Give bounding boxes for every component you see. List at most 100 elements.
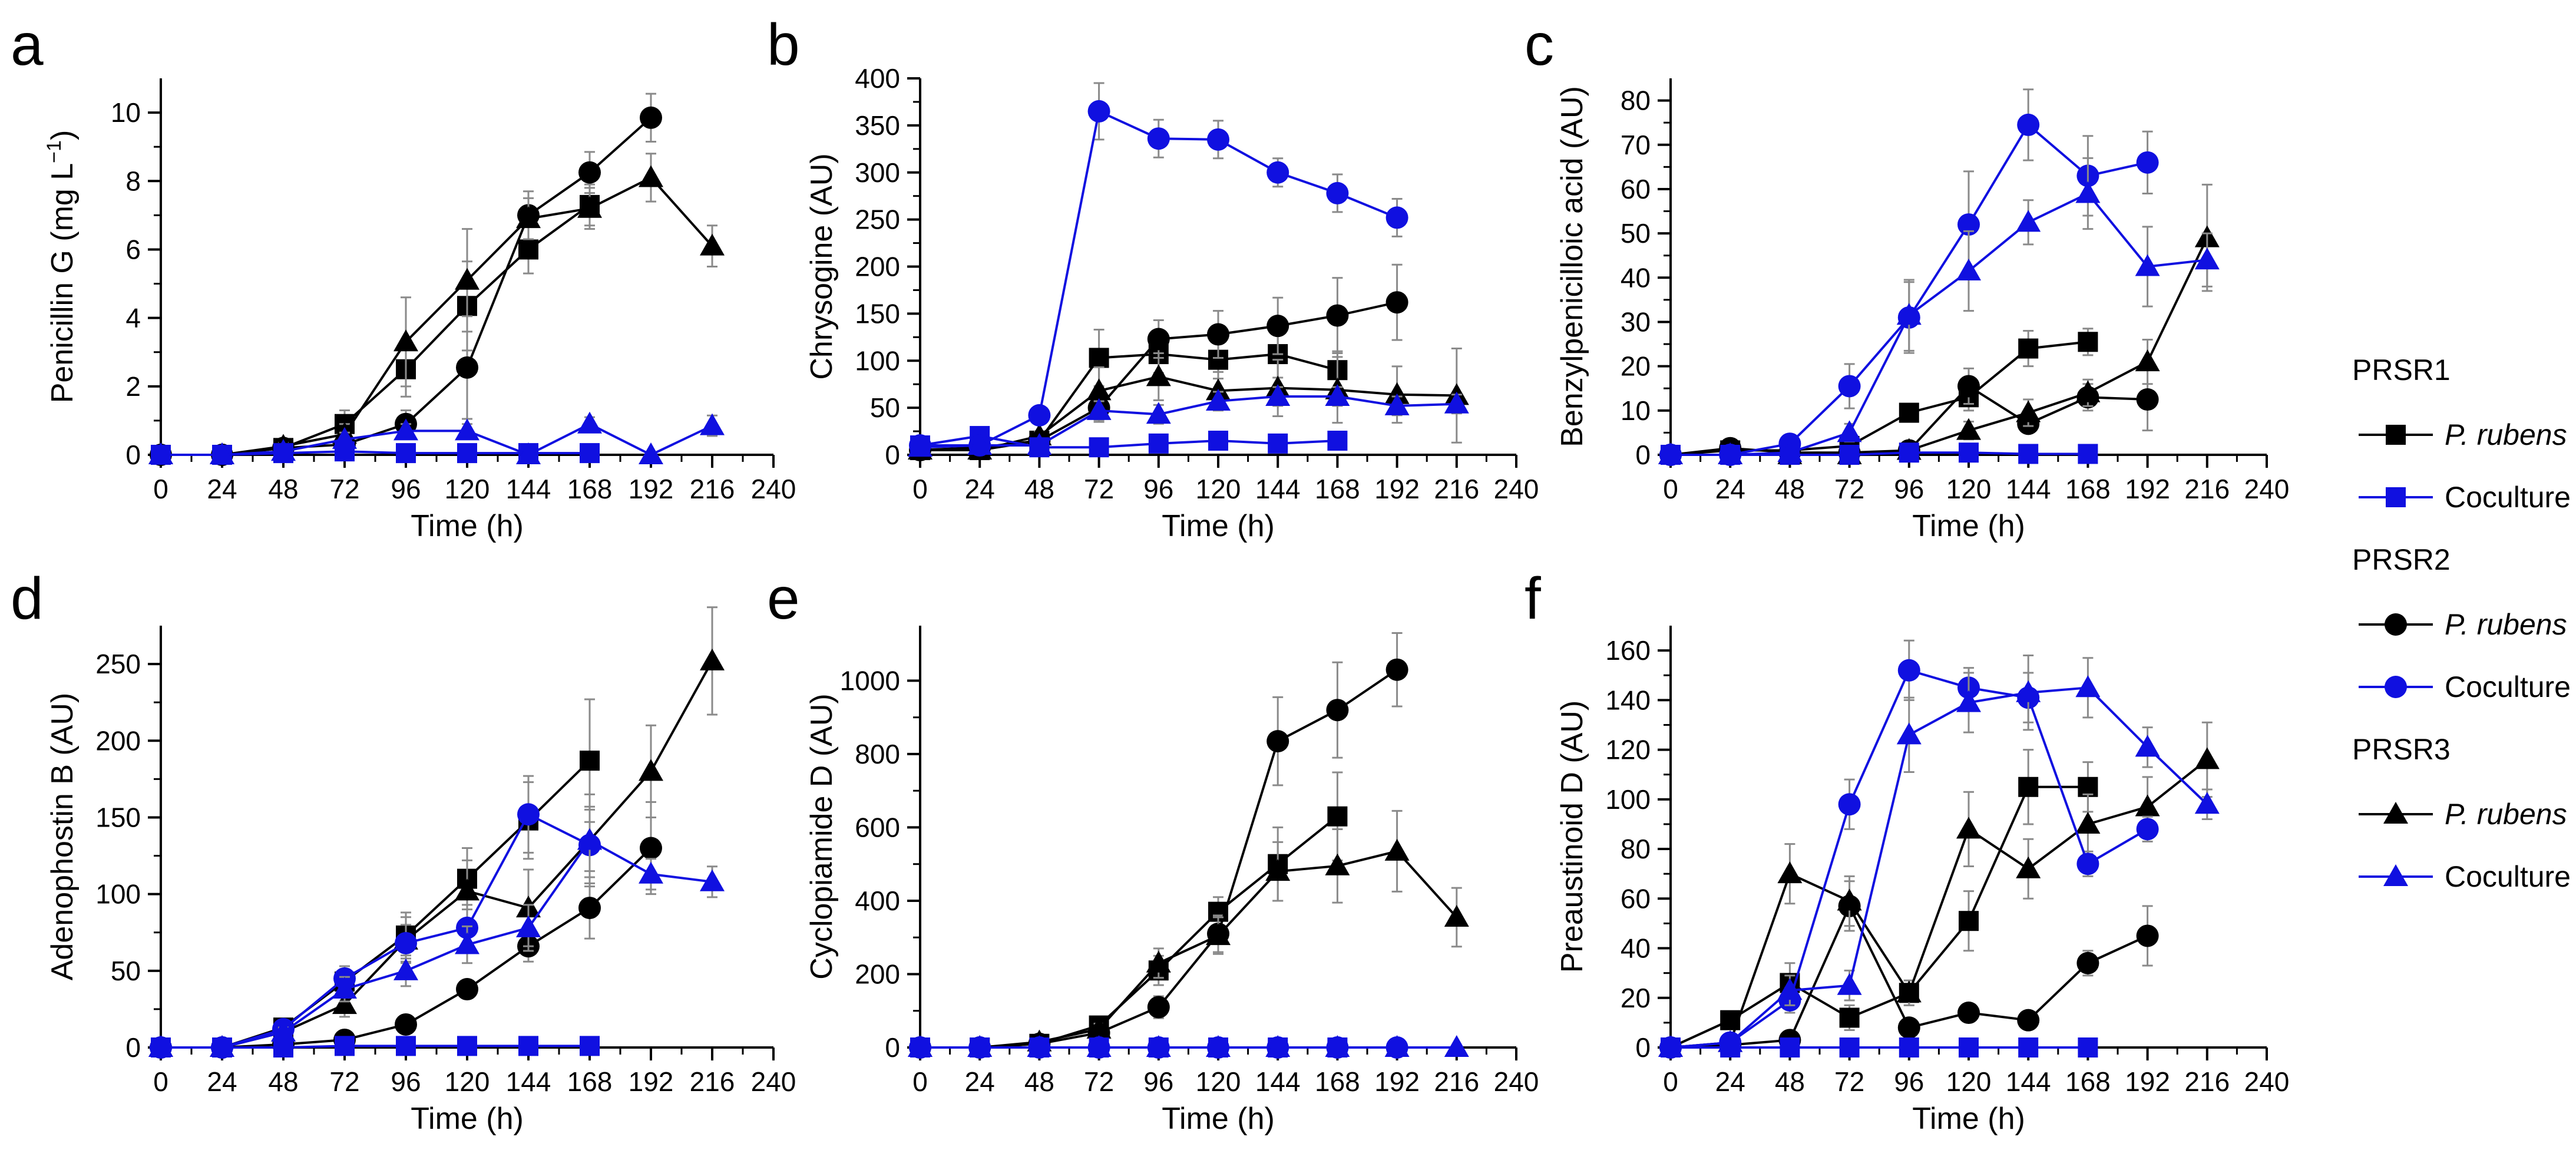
data-point (332, 977, 357, 999)
data-point (2075, 181, 2101, 203)
data-point (1147, 996, 1170, 1019)
y-tick-label: 150 (855, 298, 900, 329)
data-point (1086, 398, 1112, 420)
x-tick-label: 168 (2065, 1066, 2111, 1097)
data-point (640, 106, 662, 129)
data-point (455, 418, 480, 441)
legend-marker (2385, 676, 2407, 698)
data-point (2135, 254, 2160, 276)
data-point (1957, 213, 1980, 236)
legend-entry: Coculture (2359, 670, 2571, 703)
y-tick-label: 140 (1605, 685, 1651, 715)
x-tick-label: 48 (1775, 474, 1805, 504)
data-point (2018, 444, 2039, 464)
x-tick-label: 240 (751, 474, 796, 504)
x-tick-label: 96 (1894, 474, 1924, 504)
data-point (518, 1036, 538, 1056)
data-point (1027, 1035, 1052, 1057)
data-point (271, 1019, 296, 1042)
x-tick-label: 216 (1434, 1066, 1479, 1097)
x-tick-label: 0 (1663, 474, 1678, 504)
x-tick-label: 0 (1663, 1066, 1678, 1097)
x-axis-title: Time (h) (1912, 1102, 2025, 1136)
panel-letter: f (1525, 566, 1541, 632)
x-tick-label: 48 (1024, 474, 1054, 504)
data-point (1086, 378, 1112, 401)
series-prsr2-p-rubens (909, 632, 1408, 1059)
data-point (1325, 384, 1350, 406)
y-axis-title-main: Cyclopiamide D (AU) (805, 693, 839, 979)
data-point (1206, 923, 1231, 946)
series-prsr1-p-rubens (910, 771, 1348, 1058)
data-point (332, 992, 357, 1014)
y-tick-label: 40 (1621, 933, 1651, 964)
series-prsr3-p-rubens (1658, 721, 2220, 1057)
data-point (1658, 1035, 1683, 1057)
x-tick-label: 96 (1894, 1066, 1924, 1097)
data-point (1956, 259, 1981, 281)
legend-entry: P. rubens (2359, 798, 2567, 831)
data-point (1385, 291, 1408, 314)
y-tick-label: 80 (1621, 834, 1651, 864)
y-axis-title: Cyclopiamide D (AU) (805, 693, 839, 979)
legend-label: P. rubens (2445, 798, 2567, 831)
data-point (518, 239, 538, 260)
x-axis-title: Time (h) (411, 1102, 524, 1136)
data-point (1089, 348, 1109, 368)
data-point (1087, 100, 1110, 123)
y-tick-label: 1000 (840, 665, 900, 696)
series-line (161, 838, 713, 1049)
data-point (580, 1036, 600, 1056)
x-tick-label: 192 (1374, 474, 1420, 504)
data-point (1956, 690, 1981, 712)
data-point (1444, 391, 1469, 414)
y-tick-label: 50 (870, 392, 900, 423)
legend-group-title: PRSR1 (2352, 353, 2451, 386)
data-point (1147, 328, 1170, 351)
data-point (1266, 315, 1289, 338)
x-tick-label: 168 (567, 1066, 613, 1097)
y-axis-title-main: Chrysogine (AU) (805, 153, 839, 379)
data-point (2194, 792, 2220, 814)
y-tick-label: 100 (855, 345, 900, 376)
data-point (1385, 658, 1408, 681)
data-point (1384, 393, 1410, 415)
x-tick-label: 48 (1775, 1066, 1805, 1097)
data-point (1266, 730, 1289, 753)
data-point (1839, 1007, 1860, 1028)
data-point (1899, 442, 1919, 463)
x-tick-label: 120 (445, 474, 490, 504)
panel-d: d 0 24 48 72 96 120 144 168 192 216 240 0 50 100 150 200… (11, 566, 796, 1136)
series-line (920, 815, 1338, 1049)
y-tick-label: 300 (855, 157, 900, 188)
x-tick-label: 144 (506, 1066, 551, 1097)
x-tick-label: 192 (1374, 1066, 1420, 1097)
y-tick-label: 70 (1621, 130, 1651, 160)
data-point (2194, 747, 2220, 769)
data-point (516, 442, 541, 464)
x-tick-label: 72 (329, 1066, 359, 1097)
data-point (700, 869, 725, 891)
x-tick-label: 96 (391, 474, 421, 504)
x-tick-label: 120 (1946, 474, 1992, 504)
data-point (2135, 735, 2160, 757)
data-point (2135, 794, 2160, 817)
data-point (700, 233, 725, 256)
data-point (1146, 402, 1171, 424)
series-line (920, 669, 1398, 1049)
data-point (2136, 151, 2159, 174)
data-point (1444, 1035, 1469, 1057)
data-point (1718, 442, 1743, 464)
legend-label: Coculture (2445, 481, 2571, 514)
data-point (1028, 404, 1051, 427)
panel-letter: e (767, 566, 800, 632)
series-line (161, 176, 713, 456)
y-tick-label: 400 (855, 885, 900, 916)
data-point (2136, 924, 2159, 947)
data-point (332, 427, 357, 449)
series-prsr3-p-rubens (148, 606, 725, 1057)
data-point (1777, 440, 1803, 462)
data-point (1265, 1035, 1291, 1057)
data-point (1086, 1035, 1112, 1057)
x-tick-label: 48 (268, 474, 298, 504)
